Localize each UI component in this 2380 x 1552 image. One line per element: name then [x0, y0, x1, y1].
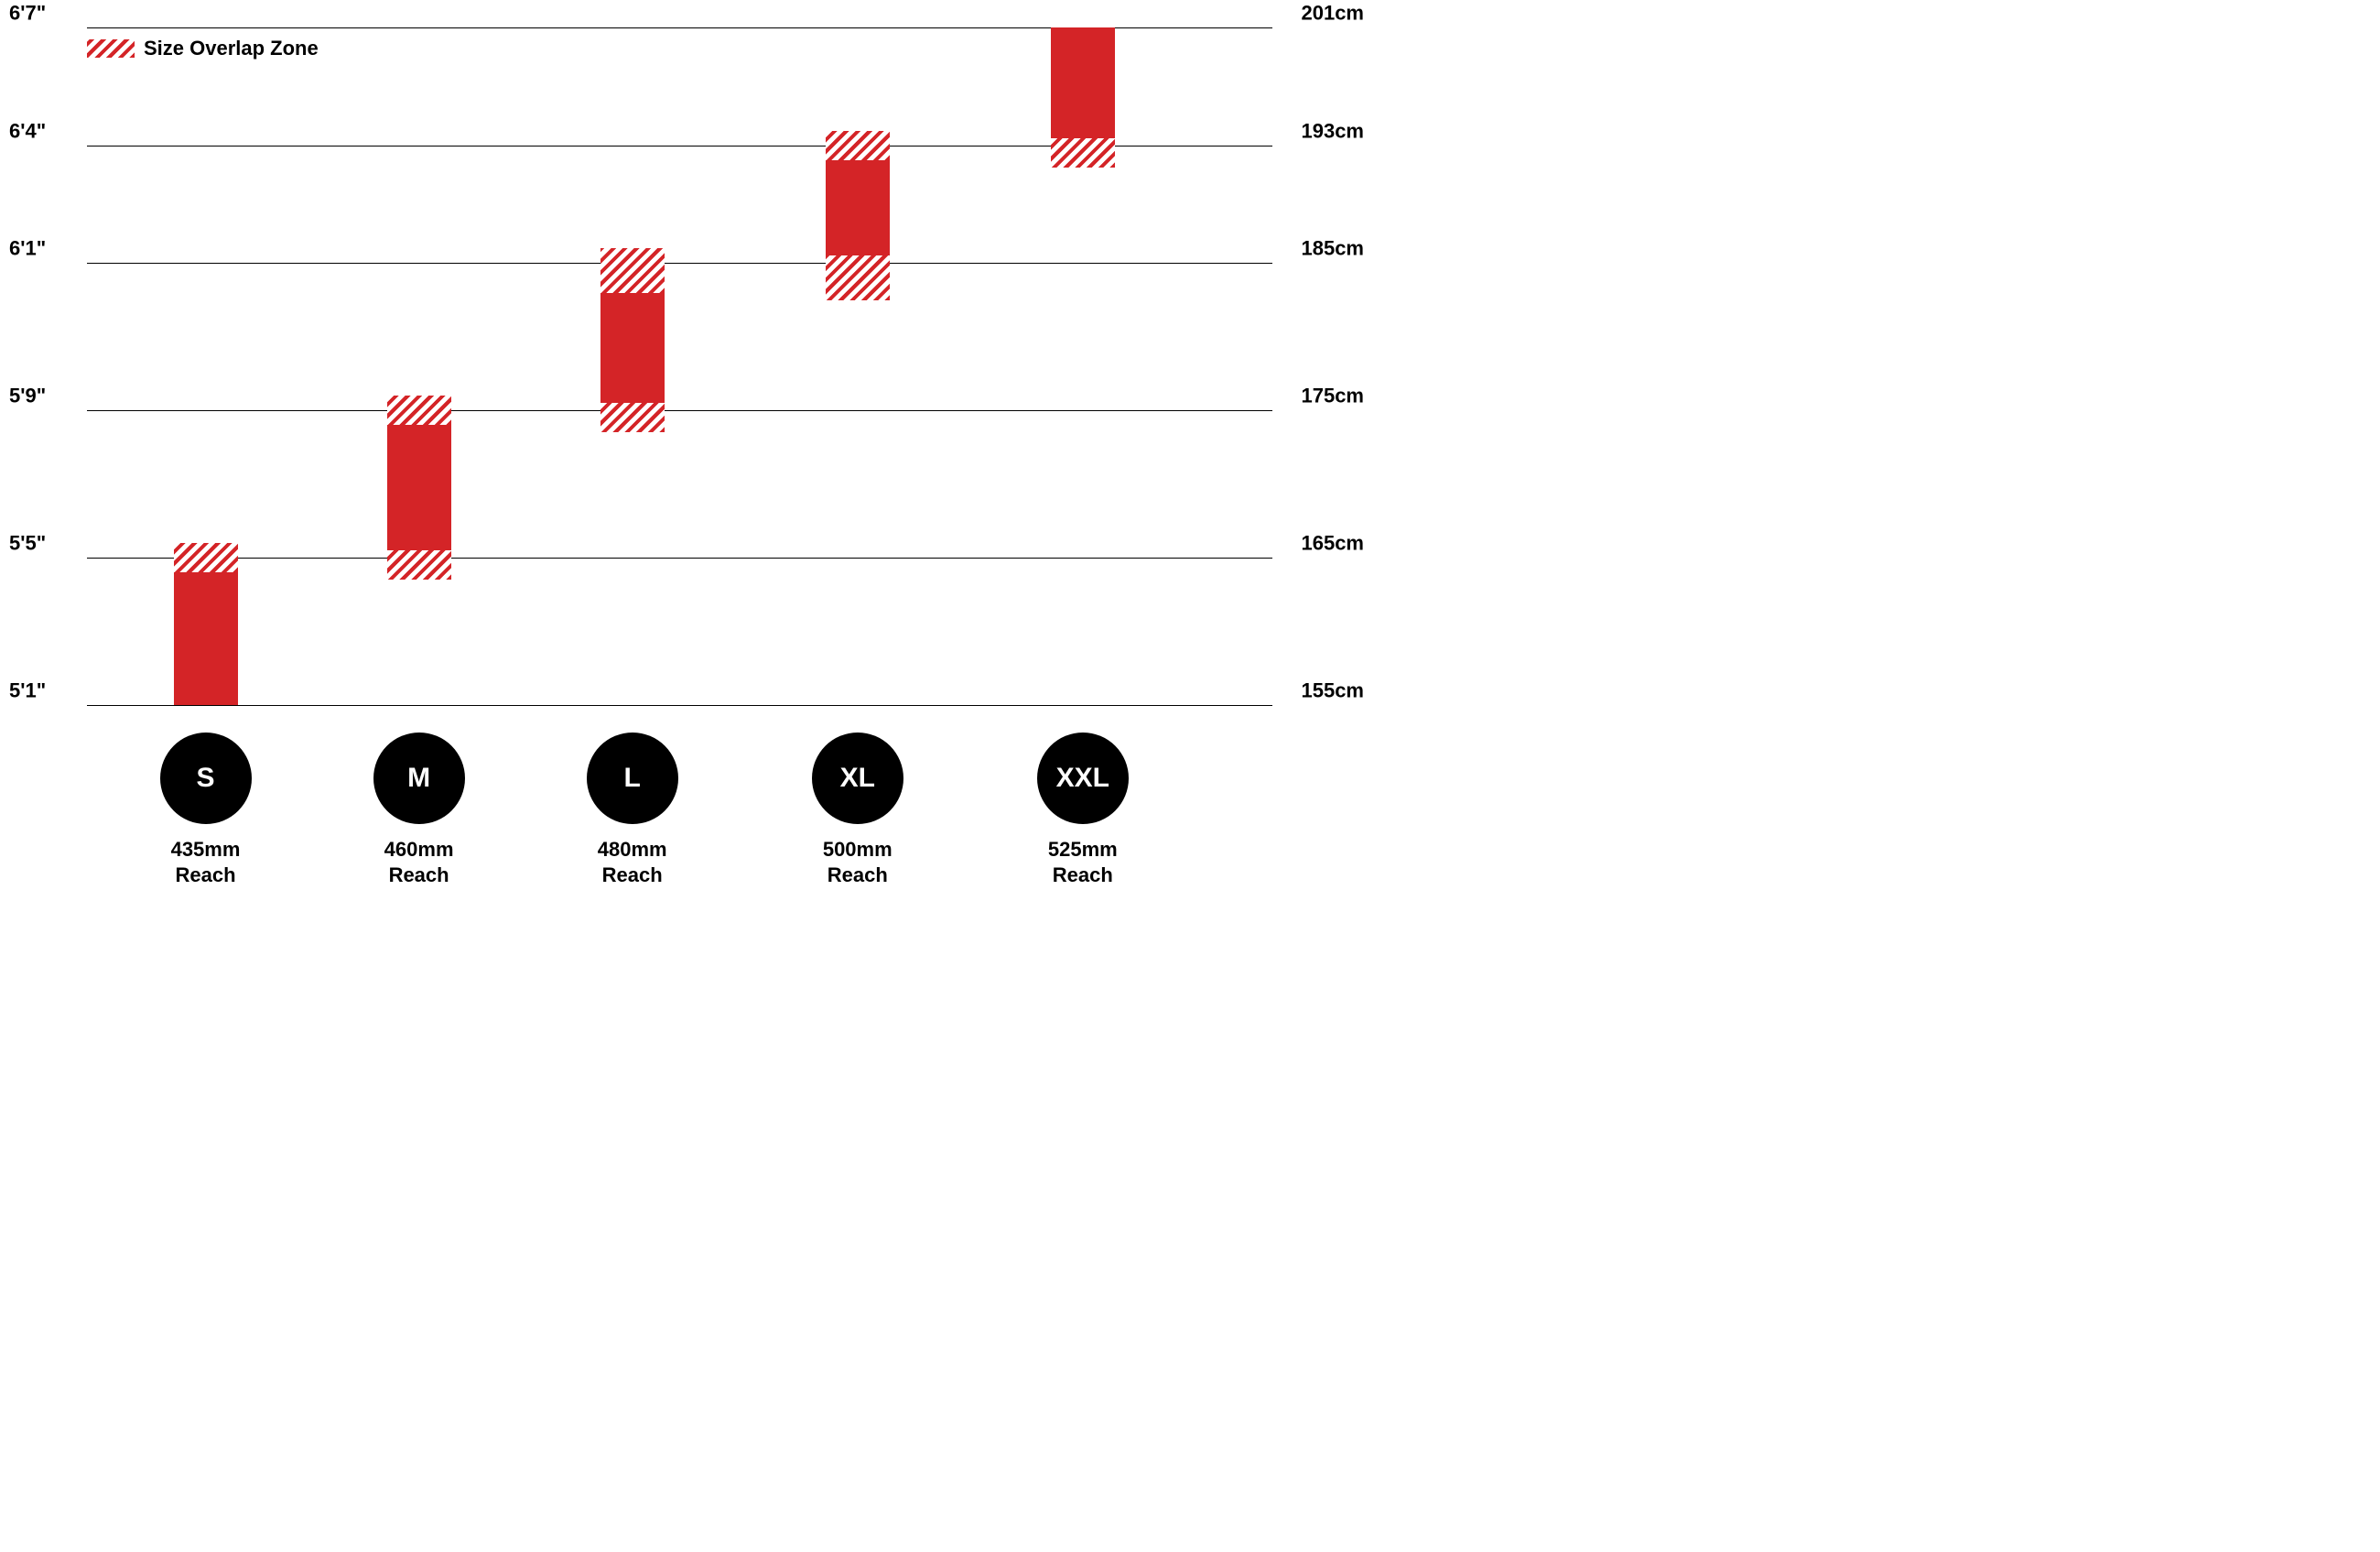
reach-label: Reach: [1019, 863, 1147, 888]
size-column-l: L 480mmReach: [568, 733, 697, 887]
size-reach: 480mmReach: [568, 837, 697, 887]
y-label-left: 6'4": [9, 119, 46, 143]
overlap-zone: [1051, 138, 1115, 168]
size-bar-l: [600, 27, 665, 705]
y-label-left: 6'7": [9, 1, 46, 25]
size-range: [600, 293, 665, 404]
size-reach: 525mmReach: [1019, 837, 1147, 887]
size-range: [387, 425, 451, 550]
size-chart: Size Overlap Zone 6'7"201cm6'4"193cm6'1"…: [0, 0, 1373, 916]
y-label-left: 5'1": [9, 678, 46, 702]
y-label-right: 201cm: [1301, 1, 1364, 25]
size-reach: 435mmReach: [142, 837, 270, 887]
reach-label: Reach: [568, 863, 697, 888]
size-column-xxl: XXL 525mmReach: [1019, 733, 1147, 887]
y-label-right: 155cm: [1301, 678, 1364, 702]
size-bar-xl: [826, 27, 890, 705]
gridline: [87, 705, 1272, 706]
overlap-zone: [600, 248, 665, 292]
reach-value: 525mm: [1019, 837, 1147, 863]
size-circle: S: [160, 733, 252, 824]
size-range: [1051, 27, 1115, 138]
overlap-zone: [600, 403, 665, 432]
reach-label: Reach: [355, 863, 483, 888]
size-column-m: M 460mmReach: [355, 733, 483, 887]
size-circle: L: [587, 733, 678, 824]
overlap-zone: [387, 396, 451, 425]
y-label-left: 5'9": [9, 385, 46, 408]
reach-value: 500mm: [794, 837, 922, 863]
overlap-zone: [826, 255, 890, 299]
size-column-s: S 435mmReach: [142, 733, 270, 887]
reach-value: 480mm: [568, 837, 697, 863]
overlap-zone: [387, 550, 451, 580]
size-column-xl: XL 500mmReach: [794, 733, 922, 887]
legend-swatch: [87, 39, 135, 58]
size-circle: XXL: [1037, 733, 1129, 824]
y-label-right: 193cm: [1301, 119, 1364, 143]
reach-value: 435mm: [142, 837, 270, 863]
overlap-zone: [174, 543, 238, 572]
size-bar-s: [174, 27, 238, 705]
size-bar-m: [387, 27, 451, 705]
reach-label: Reach: [142, 863, 270, 888]
y-label-right: 175cm: [1301, 385, 1364, 408]
size-range: [826, 160, 890, 256]
size-reach: 460mmReach: [355, 837, 483, 887]
plot-area: Size Overlap Zone 6'7"201cm6'4"193cm6'1"…: [87, 27, 1272, 705]
y-label-left: 6'1": [9, 237, 46, 261]
overlap-zone: [826, 131, 890, 160]
size-circle: XL: [812, 733, 903, 824]
y-label-left: 5'5": [9, 532, 46, 556]
reach-value: 460mm: [355, 837, 483, 863]
reach-label: Reach: [794, 863, 922, 888]
size-circle: M: [373, 733, 465, 824]
size-range: [174, 572, 238, 705]
size-reach: 500mmReach: [794, 837, 922, 887]
y-label-right: 185cm: [1301, 237, 1364, 261]
y-label-right: 165cm: [1301, 532, 1364, 556]
size-bar-xxl: [1051, 27, 1115, 705]
